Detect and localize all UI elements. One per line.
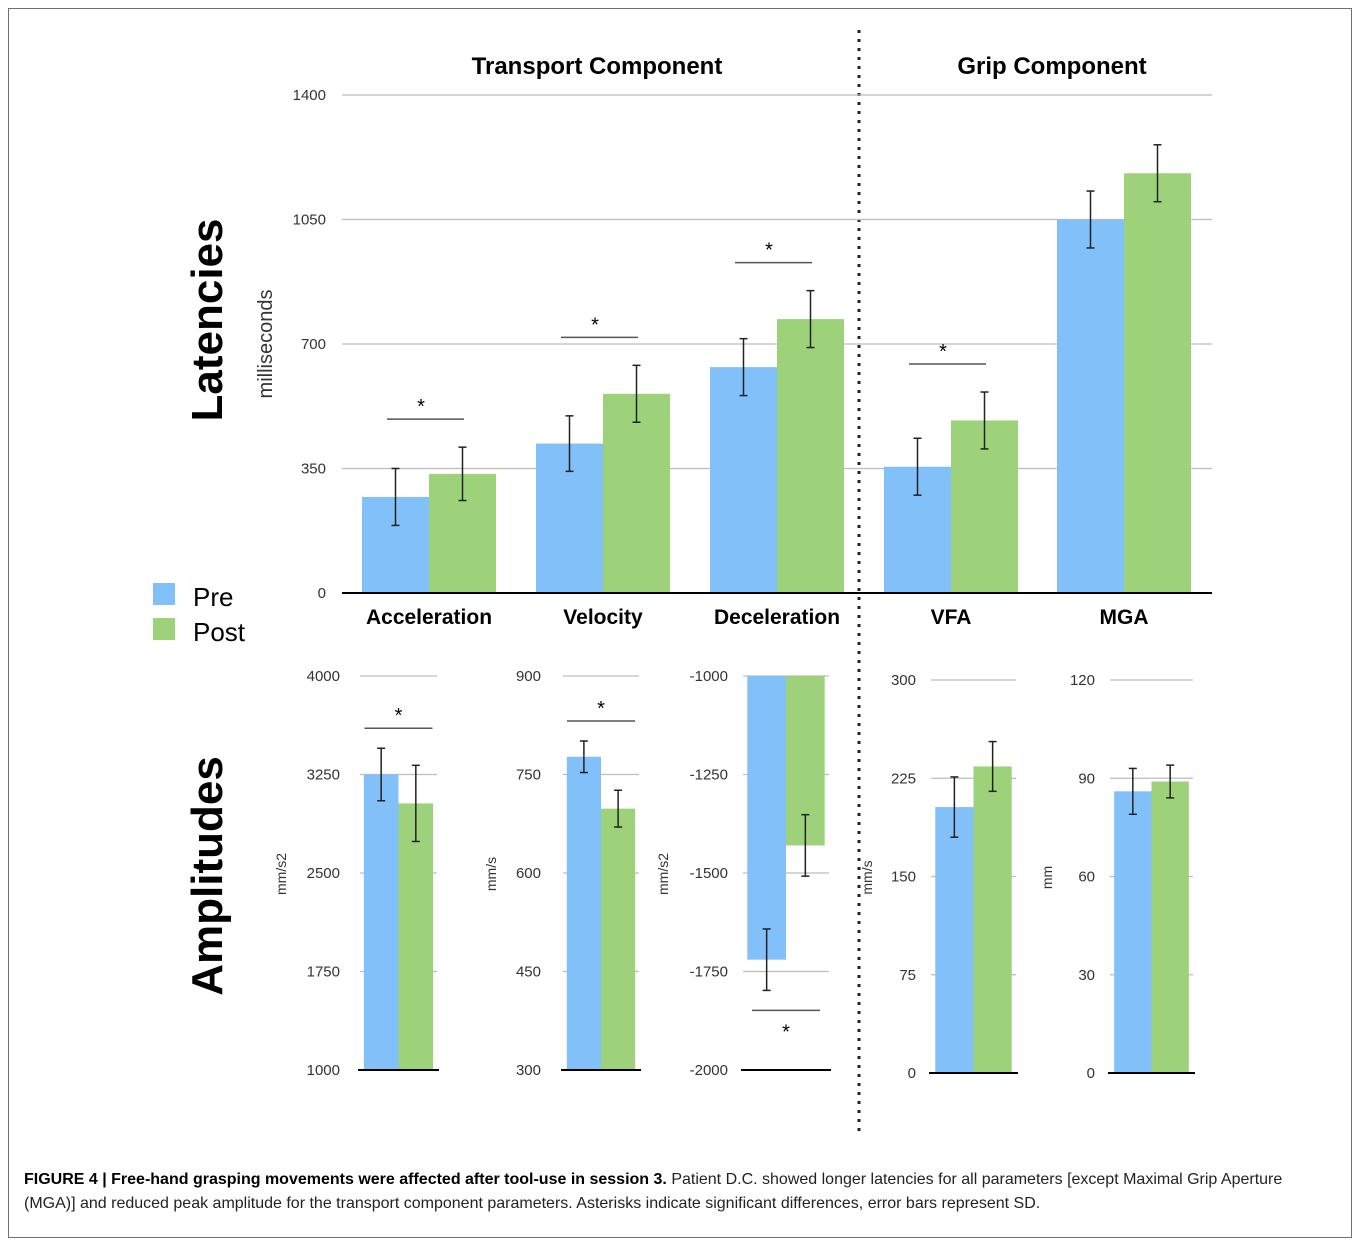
latency-category-label-acceleration: Acceleration: [366, 606, 492, 629]
latency-bar-mga-pre: [1057, 219, 1124, 593]
amplitude-bar-mga-post: [1151, 781, 1189, 1073]
amplitude-y-tick-label: 0: [1087, 1065, 1095, 1082]
amplitude-y-tick-label: 30: [1078, 967, 1095, 984]
amplitude-chart-deceleration: -2000 -1750 -1500 -1250 -1000 mm/s2 *: [655, 668, 831, 1079]
legend-post-swatch: [153, 618, 175, 640]
amplitude-y-tick-label: 225: [891, 770, 916, 787]
latency-bar-deceleration-pre: [710, 367, 777, 593]
amplitude-y-tick-label: -2000: [690, 1062, 728, 1079]
amplitude-y-tick-label: 600: [516, 865, 541, 882]
amplitude-chart-vfa: 0 75 150 225 300 mm/s: [859, 672, 1018, 1082]
latency-significance-marker: *: [591, 314, 599, 336]
latency-category-label-velocity: Velocity: [563, 606, 643, 629]
figure-frame: [8, 8, 1352, 1238]
amplitude-y-tick-label: 0: [908, 1065, 916, 1082]
amplitude-y-axis-label: mm/s: [483, 857, 499, 891]
latencies-row-label: Latencies: [183, 219, 232, 422]
transport-section-title: Transport Component: [472, 53, 723, 80]
caption-text: Patient D.C. showed longer latencies for…: [24, 1171, 1283, 1212]
amplitude-bar-velocity-pre: [566, 756, 601, 1070]
latency-y-axis-label: milliseconds: [255, 290, 277, 399]
amplitude-y-tick-label: 3250: [307, 767, 340, 784]
amplitude-y-tick-label: 4000: [307, 668, 340, 685]
latency-y-tick-label: 1050: [293, 212, 326, 229]
amplitude-significance-marker: *: [597, 698, 605, 720]
latency-category-label-deceleration: Deceleration: [714, 606, 840, 629]
latency-bar-velocity-post: [603, 393, 670, 593]
legend: Pre Post: [153, 582, 246, 647]
latency-significance-marker: *: [765, 240, 773, 262]
figure-canvas: Transport Component Grip Component Laten…: [153, 30, 1212, 1132]
caption-label: FIGURE 4 | Free-hand grasping movements …: [24, 1171, 667, 1188]
latency-y-tick-label: 350: [301, 461, 326, 478]
amplitude-y-axis-label: mm: [1039, 866, 1055, 889]
amplitude-charts: 10001750250032504000mm/s2*30045060075090…: [273, 668, 1195, 1082]
latency-chart: 0 350 700 1050 1400 milliseconds * Acceleration…: [255, 87, 1212, 629]
amplitude-significance-marker: *: [782, 1021, 790, 1043]
amplitude-bar-acceleration-post: [398, 803, 434, 1070]
amplitude-y-tick-label: -1750: [690, 964, 728, 981]
amplitude-y-tick-label: 1750: [307, 964, 340, 981]
amplitude-y-tick-label: 90: [1078, 770, 1095, 787]
amplitude-y-tick-label: 75: [899, 967, 916, 984]
latency-y-tick-label: 0: [318, 585, 326, 602]
amplitude-significance-marker: *: [395, 705, 403, 727]
amplitude-y-tick-label: -1500: [690, 865, 728, 882]
latency-y-tick-label: 1400: [293, 87, 326, 104]
latency-category-label-vfa: VFA: [931, 606, 972, 629]
amplitude-bar-vfa-post: [973, 766, 1012, 1073]
amplitude-y-tick-label: 150: [891, 869, 916, 886]
figure-caption: FIGURE 4 | Free-hand grasping movements …: [24, 1168, 1324, 1216]
amplitude-y-tick-label: 2500: [307, 865, 340, 882]
latency-significance-marker: *: [417, 396, 425, 418]
amplitude-y-tick-label: 120: [1070, 672, 1095, 689]
latency-y-tick-label: 700: [301, 336, 326, 353]
amplitude-y-tick-label: -1000: [690, 668, 728, 685]
amplitudes-row-label: Amplitudes: [183, 756, 232, 996]
amplitude-y-axis-label: mm/s: [859, 860, 875, 894]
amplitude-y-tick-label: 1000: [307, 1062, 340, 1079]
latency-bar-deceleration-post: [777, 319, 844, 593]
amplitude-y-axis-label: mm/s2: [273, 853, 289, 895]
amplitude-chart-acceleration: 1000 1750 2500 3250 4000 mm/s2 *: [273, 668, 439, 1079]
amplitude-y-tick-label: 750: [516, 767, 541, 784]
amplitude-bar-vfa-pre: [935, 807, 974, 1073]
latency-category-label-mga: MGA: [1100, 606, 1149, 629]
amplitude-y-tick-label: 300: [891, 672, 916, 689]
latency-bar-mga-post: [1124, 173, 1191, 593]
grip-section-title: Grip Component: [957, 53, 1146, 80]
amplitude-chart-velocity: 300 450 600 750 900 mm/s *: [483, 668, 641, 1079]
amplitude-chart-mga: 0 30 60 90 120 mm: [1039, 672, 1195, 1082]
amplitude-y-tick-label: 900: [516, 668, 541, 685]
amplitude-bar-acceleration-pre: [363, 774, 399, 1070]
amplitude-y-axis-label: mm/s2: [655, 853, 671, 895]
amplitude-bar-mga-pre: [1114, 791, 1152, 1073]
latency-significance-marker: *: [939, 341, 947, 363]
legend-pre-swatch: [153, 583, 175, 605]
amplitude-bar-deceleration-pre: [747, 676, 786, 960]
legend-pre-label: Pre: [193, 582, 233, 612]
amplitude-bar-velocity-post: [601, 808, 636, 1070]
amplitude-y-tick-label: -1250: [690, 767, 728, 784]
legend-post-label: Post: [193, 617, 246, 647]
amplitude-y-tick-label: 300: [516, 1062, 541, 1079]
amplitude-y-tick-label: 60: [1078, 869, 1095, 886]
amplitude-y-tick-label: 450: [516, 964, 541, 981]
